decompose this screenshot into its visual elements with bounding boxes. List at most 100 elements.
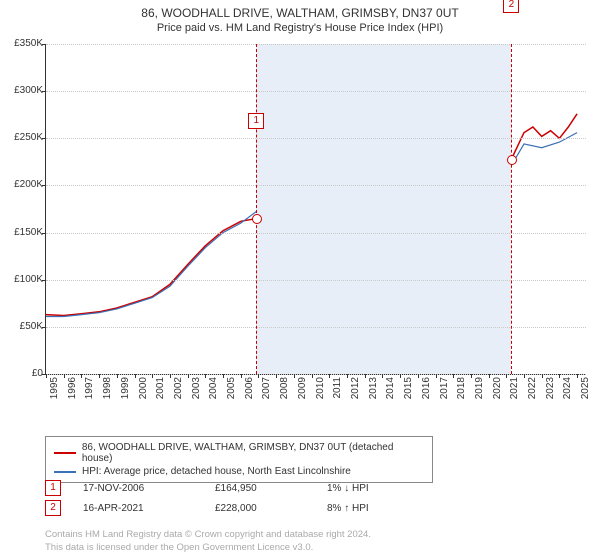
x-axis-label: 2005: [226, 377, 237, 407]
transaction-price: £228,000: [215, 503, 305, 514]
x-axis-label: 2011: [332, 377, 343, 407]
x-tick: [489, 374, 490, 378]
y-axis-label: £350K: [3, 38, 43, 49]
marker-box: 1: [248, 113, 264, 129]
transaction-row: 1 17-NOV-2006 £164,950 1% ↓ HPI: [45, 480, 565, 496]
x-axis-label: 2012: [350, 377, 361, 407]
x-tick: [64, 374, 65, 378]
x-axis-label: 2021: [509, 377, 520, 407]
x-tick: [347, 374, 348, 378]
x-axis-label: 2022: [527, 377, 538, 407]
x-tick: [436, 374, 437, 378]
legend: 86, WOODHALL DRIVE, WALTHAM, GRIMSBY, DN…: [45, 436, 433, 483]
legend-item: 86, WOODHALL DRIVE, WALTHAM, GRIMSBY, DN…: [54, 441, 424, 465]
legend-swatch: [54, 452, 76, 454]
marker-dash: [256, 44, 257, 374]
y-axis-label: £150K: [3, 227, 43, 238]
x-tick: [258, 374, 259, 378]
chart-subtitle: Price paid vs. HM Land Registry's House …: [0, 20, 600, 38]
y-axis-label: £50K: [3, 321, 43, 332]
x-tick: [117, 374, 118, 378]
x-tick: [542, 374, 543, 378]
marker-dash: [511, 44, 512, 374]
x-axis-label: 2001: [155, 377, 166, 407]
x-axis-label: 1997: [84, 377, 95, 407]
transaction-date: 17-NOV-2006: [83, 483, 193, 494]
marker-dot: [507, 155, 517, 165]
x-tick: [471, 374, 472, 378]
x-tick: [152, 374, 153, 378]
y-axis-label: £250K: [3, 132, 43, 143]
x-tick: [241, 374, 242, 378]
x-axis-label: 2018: [456, 377, 467, 407]
x-axis-label: 2010: [315, 377, 326, 407]
copyright-line1: Contains HM Land Registry data © Crown c…: [45, 529, 371, 541]
x-axis-label: 2016: [421, 377, 432, 407]
x-tick: [205, 374, 206, 378]
y-axis-label: £100K: [3, 274, 43, 285]
x-tick: [453, 374, 454, 378]
x-tick: [329, 374, 330, 378]
x-tick: [276, 374, 277, 378]
x-tick: [506, 374, 507, 378]
marker-dot: [252, 214, 262, 224]
x-tick: [170, 374, 171, 378]
y-axis-label: £200K: [3, 179, 43, 190]
transaction-row: 216-APR-2021£228,0008% ↑ HPI: [45, 500, 565, 516]
gridline: [46, 44, 586, 45]
x-axis-label: 1996: [67, 377, 78, 407]
x-tick: [81, 374, 82, 378]
x-tick: [312, 374, 313, 378]
x-axis-label: 2007: [261, 377, 272, 407]
x-axis-label: 2020: [492, 377, 503, 407]
gridline: [46, 185, 586, 186]
x-tick: [135, 374, 136, 378]
gridline: [46, 138, 586, 139]
transaction-price: £164,950: [215, 483, 305, 494]
x-axis-label: 2002: [173, 377, 184, 407]
x-axis-label: 2014: [385, 377, 396, 407]
x-tick: [400, 374, 401, 378]
x-tick: [559, 374, 560, 378]
shaded-region: [256, 44, 511, 374]
x-axis-label: 2024: [562, 377, 573, 407]
transaction-delta: 1% ↓ HPI: [327, 483, 369, 494]
transaction-date: 16-APR-2021: [83, 503, 193, 514]
x-axis-label: 2003: [191, 377, 202, 407]
x-axis-label: 2013: [368, 377, 379, 407]
x-axis-label: 2000: [138, 377, 149, 407]
x-axis-label: 1995: [49, 377, 60, 407]
x-tick: [365, 374, 366, 378]
x-tick: [418, 374, 419, 378]
legend-item: HPI: Average price, detached house, Nort…: [54, 465, 424, 478]
x-axis-label: 2006: [244, 377, 255, 407]
x-axis-label: 2004: [208, 377, 219, 407]
chart-area: £0£50K£100K£150K£200K£250K£300K£350K1995…: [45, 44, 585, 394]
x-axis-label: 2015: [403, 377, 414, 407]
copyright-line2: This data is licensed under the Open Gov…: [45, 542, 371, 554]
transaction-delta: 8% ↑ HPI: [327, 503, 369, 514]
x-axis-label: 1999: [120, 377, 131, 407]
x-tick: [46, 374, 47, 378]
x-axis-label: 2009: [297, 377, 308, 407]
plot: £0£50K£100K£150K£200K£250K£300K£350K1995…: [45, 44, 586, 375]
x-tick: [524, 374, 525, 378]
x-tick: [382, 374, 383, 378]
x-tick: [188, 374, 189, 378]
x-tick: [577, 374, 578, 378]
copyright: Contains HM Land Registry data © Crown c…: [45, 529, 371, 554]
y-axis-label: £0: [3, 368, 43, 379]
x-axis-label: 2025: [580, 377, 591, 407]
gridline: [46, 374, 586, 375]
legend-label: HPI: Average price, detached house, Nort…: [82, 466, 351, 477]
gridline: [46, 233, 586, 234]
x-axis-label: 2023: [545, 377, 556, 407]
transaction-marker: 1: [45, 480, 61, 496]
x-tick: [294, 374, 295, 378]
x-tick: [99, 374, 100, 378]
marker-box: 2: [503, 0, 519, 13]
gridline: [46, 280, 586, 281]
x-tick: [223, 374, 224, 378]
legend-swatch: [54, 471, 76, 473]
y-axis-label: £300K: [3, 85, 43, 96]
